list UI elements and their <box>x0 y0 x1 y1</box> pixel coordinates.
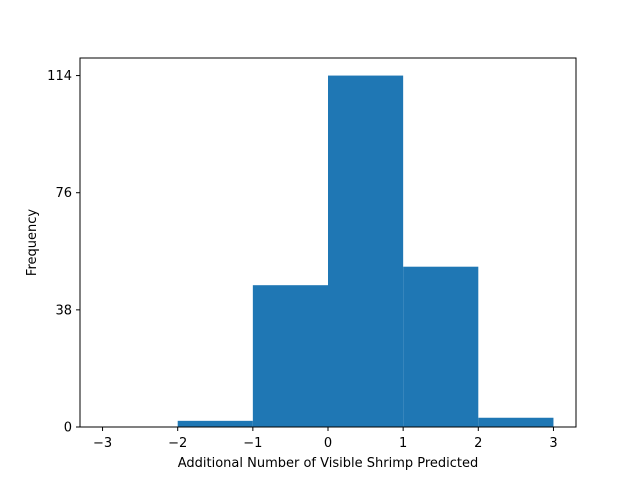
y-tick-label: 76 <box>55 186 72 201</box>
x-axis-ticks: −3 −2 −1 0 1 2 3 <box>93 427 558 451</box>
histogram-bar <box>177 420 253 427</box>
y-axis-label: Frequency <box>25 209 40 276</box>
x-tick-label: −1 <box>243 436 262 451</box>
y-axis-ticks: 0 38 76 114 <box>47 69 80 436</box>
x-tick-label: −2 <box>168 436 187 451</box>
y-tick-label: 114 <box>47 69 72 84</box>
x-tick-label: 2 <box>474 436 482 451</box>
x-tick-label: 1 <box>399 436 407 451</box>
x-tick-label: −3 <box>93 436 112 451</box>
x-tick-label: 0 <box>324 436 332 451</box>
histogram-bar <box>403 266 479 427</box>
bars-group <box>177 75 554 428</box>
x-tick-label: 3 <box>549 436 557 451</box>
y-tick-label: 0 <box>64 421 72 436</box>
y-tick-label: 38 <box>55 303 72 318</box>
x-axis-label: Additional Number of Visible Shrimp Pred… <box>178 456 479 471</box>
histogram-bar <box>328 75 404 428</box>
histogram-bar <box>252 285 328 427</box>
histogram-bar <box>478 417 554 427</box>
